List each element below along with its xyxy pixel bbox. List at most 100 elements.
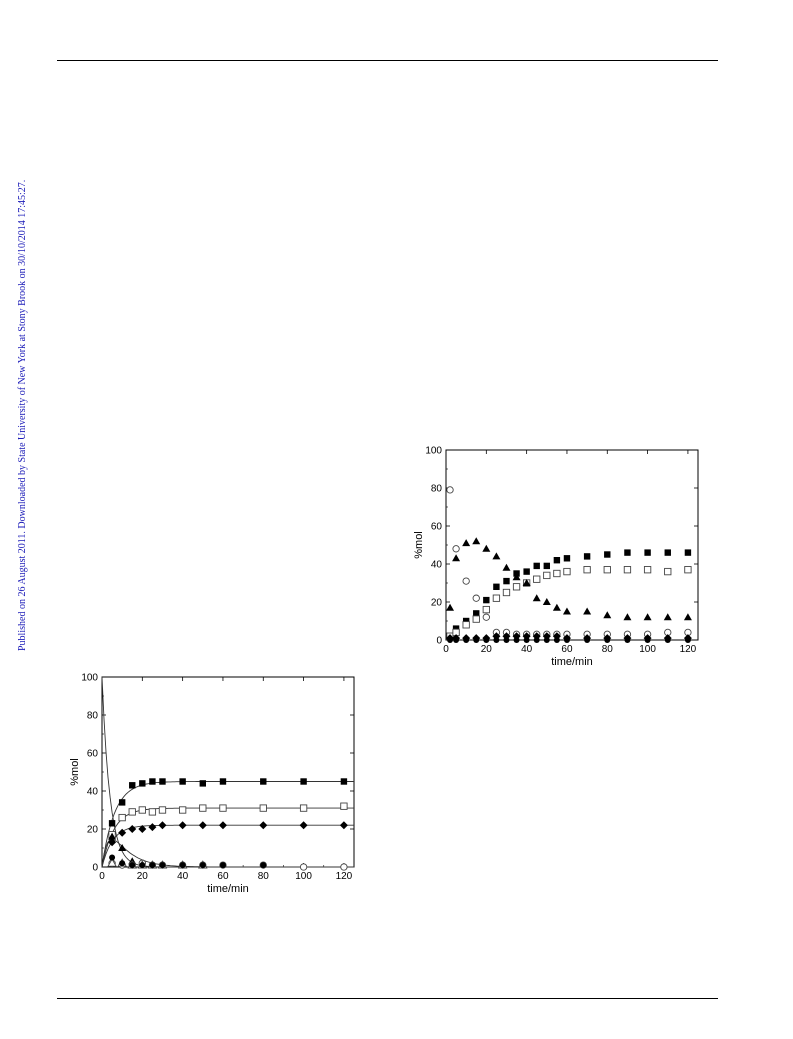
data-point-open-square	[219, 804, 227, 812]
data-point-filled-square	[624, 549, 631, 556]
data-point-filled-triangle	[623, 613, 632, 621]
data-point-filled-circle	[483, 637, 490, 643]
data-point-filled-triangle	[512, 573, 521, 581]
data-point-filled-diamond	[259, 821, 268, 830]
data-point-filled-circle	[119, 860, 126, 867]
data-point-open-square	[148, 808, 157, 816]
data-point-filled-circle	[219, 862, 226, 869]
data-point-open-square	[492, 594, 501, 602]
data-point-filled-circle	[159, 862, 166, 869]
fit-curve	[101, 781, 354, 868]
data-point-open-square	[512, 583, 521, 591]
data-point-filled-triangle	[472, 537, 481, 545]
data-point-filled-triangle	[542, 598, 551, 605]
fit-curve	[101, 824, 354, 868]
y-tick-label: 100	[425, 446, 442, 457]
data-point-filled-square	[179, 778, 186, 785]
data-point-filled-triangle	[603, 611, 612, 619]
data-point-filled-square	[563, 555, 571, 562]
series-filled-circle	[109, 854, 267, 869]
data-point-filled-square	[473, 610, 480, 617]
data-point-open-square	[482, 605, 490, 614]
x-tick-label: 40	[521, 644, 533, 655]
chart-bottom-left: 0 20 40 60 80 100 120 0 20 40 60 80 100 time/min %mol	[69, 673, 355, 895]
y-axis-label: %mol	[69, 758, 81, 786]
data-point-filled-square	[553, 557, 561, 564]
x-tick-label: 80	[602, 644, 614, 655]
y-tick-label: 20	[431, 598, 443, 609]
data-point-open-square	[533, 575, 541, 583]
data-point-filled-triangle	[562, 607, 571, 615]
data-point-filled-square	[543, 562, 550, 570]
data-point-filled-circle	[199, 862, 206, 869]
data-point-filled-triangle	[452, 554, 461, 562]
data-point-filled-circle	[604, 637, 611, 643]
data-point-open-square	[472, 615, 480, 623]
data-point-filled-square	[118, 799, 126, 806]
data-point-filled-triangle	[532, 594, 541, 602]
data-point-filled-circle	[563, 637, 570, 643]
data-point-filled-triangle	[643, 613, 652, 621]
data-point-filled-circle	[664, 637, 671, 643]
x-tick-label: 100	[639, 644, 656, 655]
x-tick-label: 60	[561, 644, 573, 655]
data-point-filled-circle	[260, 862, 267, 869]
data-point-filled-square	[300, 778, 307, 785]
data-point-filled-diamond	[218, 821, 227, 830]
data-point-filled-triangle	[492, 552, 501, 560]
data-point-filled-triangle	[663, 613, 672, 621]
data-point-filled-diamond	[138, 825, 147, 833]
data-point-filled-square	[199, 780, 206, 787]
data-point-filled-square	[108, 820, 116, 827]
data-point-filled-triangle	[462, 539, 471, 547]
x-tick-label: 120	[336, 871, 353, 882]
data-point-open-square	[563, 567, 571, 576]
series-filled-square	[108, 778, 348, 827]
header-rule	[57, 60, 718, 61]
data-point-open-square	[553, 569, 561, 578]
data-point-open-square	[462, 621, 470, 629]
data-point-filled-diamond	[502, 632, 511, 641]
data-point-filled-circle	[684, 637, 691, 643]
y-tick-label: 40	[431, 560, 443, 571]
data-point-filled-circle	[473, 637, 480, 643]
data-point-open-square	[664, 567, 672, 576]
data-point-open-square	[158, 806, 167, 814]
data-point-filled-diamond	[178, 821, 187, 830]
x-tick-label: 40	[177, 871, 189, 882]
data-point-open-square	[340, 802, 348, 810]
data-point-open-square	[118, 813, 126, 822]
data-point-filled-square	[149, 778, 156, 785]
x-tick-label: 120	[680, 644, 697, 655]
data-point-open-square	[299, 804, 308, 812]
data-point-filled-circle	[179, 862, 186, 869]
chart-top-right: 0 20 40 60 80 100 120 0 20 40 60 80 100 time/min %mol	[413, 446, 699, 668]
data-point-open-square	[199, 804, 207, 812]
x-tick-label: 20	[481, 644, 493, 655]
data-point-open-circle	[299, 863, 308, 871]
fit-curve	[101, 676, 354, 868]
data-point-filled-diamond	[492, 632, 501, 641]
data-point-filled-circle	[553, 637, 560, 643]
data-point-filled-diamond	[118, 828, 127, 837]
series-filled-triangle	[446, 537, 692, 621]
data-point-filled-circle	[513, 637, 520, 643]
data-point-filled-square	[644, 549, 651, 556]
data-point-filled-diamond	[148, 823, 157, 832]
data-point-open-circle	[482, 613, 490, 621]
data-point-filled-diamond	[158, 821, 167, 830]
data-point-filled-circle	[139, 862, 146, 869]
data-point-filled-circle	[129, 862, 136, 869]
y-axis-label: %mol	[413, 531, 425, 559]
data-point-filled-triangle	[482, 544, 491, 552]
data-point-open-square	[502, 588, 511, 597]
data-point-filled-diamond	[108, 838, 117, 847]
x-tick-label: 80	[258, 871, 270, 882]
data-point-filled-triangle	[552, 603, 561, 611]
data-point-filled-circle	[493, 637, 500, 643]
series-open-circle	[446, 486, 692, 638]
y-tick-label: 80	[87, 711, 99, 722]
y-tick-label: 60	[87, 749, 99, 760]
data-point-filled-circle	[523, 637, 530, 643]
plot-frame	[101, 676, 355, 868]
